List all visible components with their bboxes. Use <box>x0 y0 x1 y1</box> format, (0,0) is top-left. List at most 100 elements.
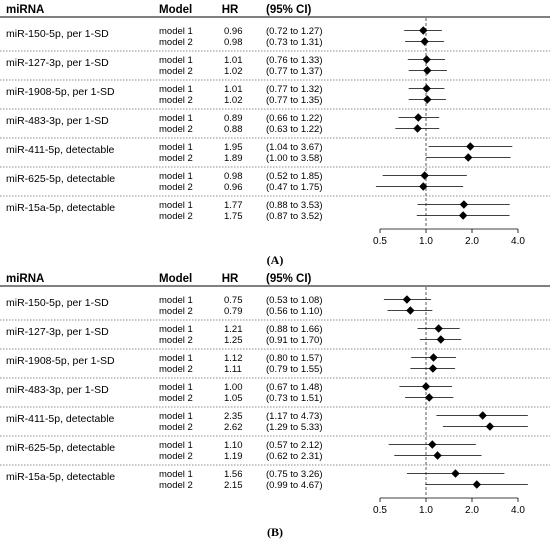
hr-value: 0.96 <box>224 182 243 193</box>
ci-value: (0.88 to 1.66) <box>266 324 323 335</box>
hr-marker <box>419 182 428 191</box>
ci-value: (0.47 to 1.75) <box>266 182 323 193</box>
hr-marker <box>466 142 475 151</box>
ci-value: (0.87 to 3.52) <box>266 211 323 222</box>
hr-marker <box>433 451 442 460</box>
hr-value: 2.62 <box>224 422 243 433</box>
model-label: model 1 <box>159 411 193 422</box>
mirna-label: miR-483-3p, per 1-SD <box>6 384 109 396</box>
hr-value: 0.98 <box>224 37 243 48</box>
hr-value: 1.95 <box>224 142 243 153</box>
header-model: Model <box>159 273 192 285</box>
model-label: model 1 <box>159 200 193 211</box>
ci-value: (0.77 to 1.35) <box>266 95 323 106</box>
hr-marker <box>428 364 438 373</box>
model-label: model 2 <box>159 335 193 346</box>
hr-value: 0.88 <box>224 124 243 135</box>
hr-marker <box>464 153 473 162</box>
ci-value: (1.29 to 5.33) <box>266 422 323 433</box>
hr-marker <box>423 66 432 75</box>
hr-marker <box>420 37 429 46</box>
header-mirna: miRNA <box>6 4 44 16</box>
hr-value: 1.05 <box>224 393 243 404</box>
hr-value: 1.75 <box>224 211 243 222</box>
ci-value: (0.67 to 1.48) <box>266 382 323 393</box>
hr-marker <box>420 171 429 180</box>
model-label: model 2 <box>159 306 193 317</box>
hr-value: 1.02 <box>224 95 243 106</box>
hr-value: 1.89 <box>224 153 243 164</box>
model-label: model 1 <box>159 469 193 480</box>
hr-value: 0.98 <box>224 171 243 182</box>
x-tick-label: 1.0 <box>419 236 433 247</box>
model-label: model 1 <box>159 113 193 124</box>
model-label: model 2 <box>159 211 193 222</box>
ci-value: (0.73 to 1.51) <box>266 393 323 404</box>
hr-marker <box>425 393 434 402</box>
hr-marker <box>451 469 460 478</box>
ci-value: (0.62 to 2.31) <box>266 451 323 462</box>
hr-marker <box>436 335 446 344</box>
ci-value: (0.72 to 1.27) <box>266 26 323 37</box>
hr-value: 1.12 <box>224 353 243 364</box>
ci-value: (1.00 to 3.58) <box>266 153 323 164</box>
header-hr: HR <box>222 273 239 285</box>
hr-value: 0.89 <box>224 113 243 124</box>
model-label: model 2 <box>159 393 193 404</box>
hr-marker <box>429 353 438 362</box>
hr-marker <box>419 26 428 35</box>
hr-value: 0.96 <box>224 26 243 37</box>
header-hr: HR <box>222 4 239 16</box>
mirna-label: miR-150-5p, per 1-SD <box>6 28 109 40</box>
mirna-label: miR-127-3p, per 1-SD <box>6 326 109 338</box>
mirna-label: miR-1908-5p, per 1-SD <box>6 86 115 98</box>
hr-value: 1.01 <box>224 55 243 66</box>
ci-value: (0.99 to 4.67) <box>266 480 323 491</box>
hr-marker <box>459 200 469 209</box>
hr-value: 0.75 <box>224 295 243 306</box>
hr-marker <box>472 480 481 489</box>
mirna-label: miR-625-5p, detectable <box>6 442 115 454</box>
model-label: model 1 <box>159 142 193 153</box>
ci-value: (0.77 to 1.37) <box>266 66 323 77</box>
ci-value: (0.75 to 3.26) <box>266 469 323 480</box>
ci-value: (0.66 to 1.22) <box>266 113 323 124</box>
x-tick-label: 2.0 <box>465 505 479 516</box>
hr-value: 1.77 <box>224 200 243 211</box>
hr-value: 1.25 <box>224 335 243 346</box>
panel-caption: (A) <box>267 253 284 267</box>
model-label: model 2 <box>159 182 193 193</box>
model-label: model 1 <box>159 26 193 37</box>
mirna-label: miR-1908-5p, per 1-SD <box>6 355 115 367</box>
model-label: model 2 <box>159 153 193 164</box>
header-ci: (95% CI) <box>266 273 312 285</box>
model-label: model 2 <box>159 422 193 433</box>
hr-marker <box>428 440 437 449</box>
mirna-label: miR-150-5p, per 1-SD <box>6 297 109 309</box>
ci-value: (0.79 to 1.55) <box>266 364 323 375</box>
mirna-label: miR-411-5p, detectable <box>6 413 115 425</box>
ci-value: (0.76 to 1.33) <box>266 55 323 66</box>
header-model: Model <box>159 4 192 16</box>
ci-value: (1.17 to 4.73) <box>266 411 323 422</box>
hr-marker <box>485 422 495 431</box>
x-tick-label: 4.0 <box>511 236 525 247</box>
ci-value: (0.77 to 1.32) <box>266 84 323 95</box>
ci-value: (0.88 to 3.53) <box>266 200 323 211</box>
hr-value: 1.19 <box>224 451 243 462</box>
model-label: model 2 <box>159 451 193 462</box>
hr-value: 2.35 <box>224 411 243 422</box>
x-tick-label: 1.0 <box>419 505 433 516</box>
model-label: model 2 <box>159 480 193 491</box>
hr-value: 1.10 <box>224 440 243 451</box>
model-label: model 2 <box>159 124 193 135</box>
model-label: model 2 <box>159 66 193 77</box>
hr-value: 1.00 <box>224 382 243 393</box>
ci-value: (0.53 to 1.08) <box>266 295 323 306</box>
hr-value: 1.56 <box>224 469 243 480</box>
hr-marker <box>422 84 431 93</box>
hr-marker <box>458 211 468 220</box>
model-label: model 2 <box>159 95 193 106</box>
model-label: model 1 <box>159 324 193 335</box>
x-tick-label: 0.5 <box>373 236 387 247</box>
